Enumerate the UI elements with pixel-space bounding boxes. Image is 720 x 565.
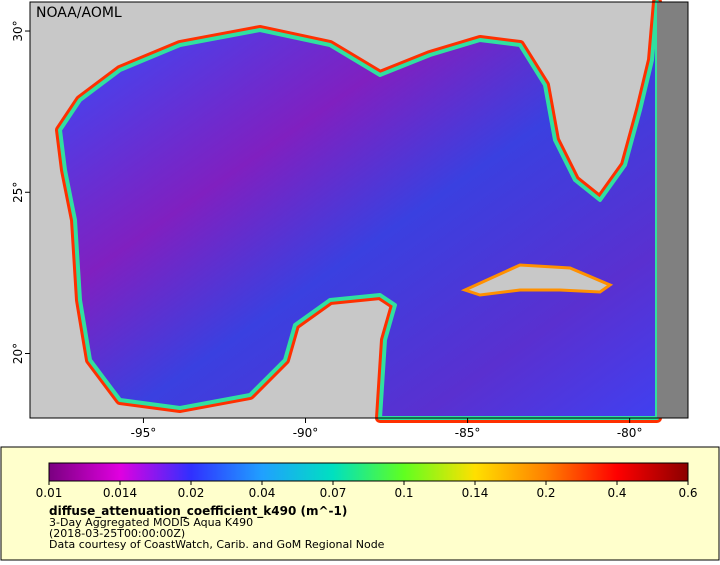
colorbar-label: 0.04 (249, 486, 276, 500)
colorbar-label: 0.02 (178, 486, 205, 500)
variable-name: diffuse_attenuation_coefficient_k490 (m^… (49, 504, 347, 519)
colorbar-label: 0.4 (607, 486, 626, 500)
colorbar-label: 0.01 (36, 486, 63, 500)
cuba (460, 263, 614, 297)
no-data-strip (657, 2, 688, 418)
x-tick-label: -80° (617, 426, 643, 440)
colorbar-label: 0.14 (462, 486, 489, 500)
y-tick-label: 25° (11, 182, 25, 203)
legend-line: (2018-03-25T00:00:00Z) (49, 527, 185, 540)
colorbar-label: 0.1 (394, 486, 413, 500)
y-tick-label: 30° (11, 20, 25, 41)
legend-line: Data courtesy of CoastWatch, Carib. and … (49, 538, 385, 551)
colorbar-label: 0.07 (320, 486, 347, 500)
x-tick-label: -90° (293, 426, 319, 440)
map-area: NOAA/AOML (29, 0, 689, 423)
x-tick-label: -95° (131, 426, 157, 440)
colorbar-label: 0.6 (678, 486, 697, 500)
colorbar-label: 0.014 (103, 486, 137, 500)
colorbar-label: 0.2 (536, 486, 555, 500)
y-tick-label: 20° (11, 343, 25, 364)
colorbar (48, 462, 689, 482)
map-frame (29, 1, 689, 419)
ocean (58, 0, 659, 420)
x-tick-label: -85° (455, 426, 481, 440)
legend-line: 3-Day Aggregated MODIS Aqua K490 (49, 516, 253, 529)
credit: NOAA/AOML (36, 5, 122, 21)
